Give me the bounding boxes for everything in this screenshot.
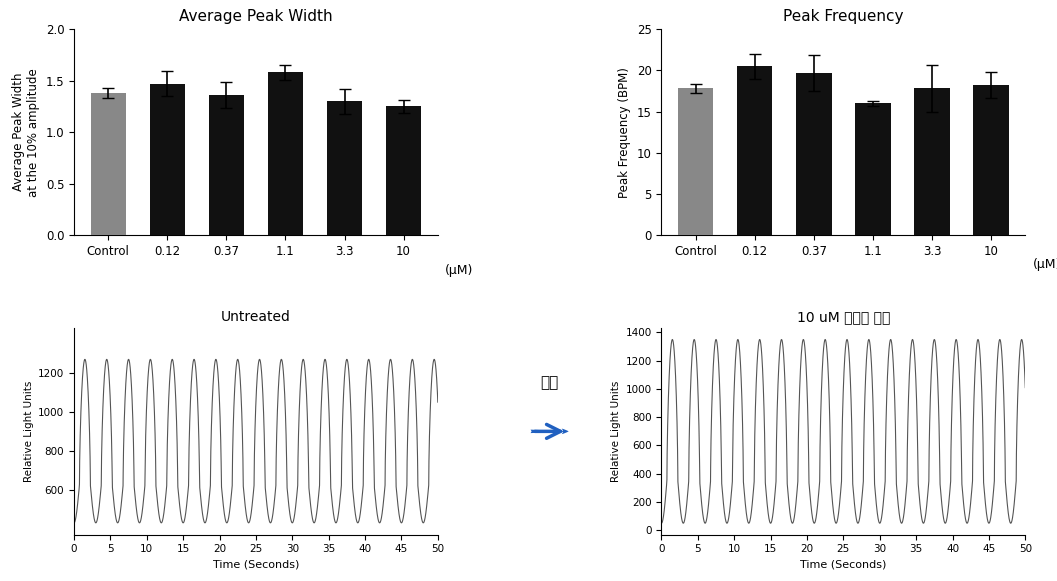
Y-axis label: Relative Light Units: Relative Light Units: [24, 381, 34, 482]
Bar: [267, 73, 303, 235]
X-axis label: Time (Seconds): Time (Seconds): [212, 560, 299, 570]
Title: Average Peak Width: Average Peak Width: [179, 9, 333, 24]
Bar: [327, 101, 363, 235]
Bar: [855, 103, 891, 235]
Y-axis label: Peak Frequency (BPM): Peak Frequency (BPM): [618, 67, 631, 198]
Text: (μM): (μM): [445, 264, 474, 277]
Bar: [91, 93, 126, 235]
Text: (μM): (μM): [1033, 259, 1057, 271]
Bar: [386, 106, 422, 235]
Bar: [914, 88, 949, 235]
Title: Untreated: Untreated: [221, 310, 291, 324]
Title: Peak Frequency: Peak Frequency: [783, 9, 904, 24]
Bar: [737, 66, 773, 235]
Title: 10 uM 생공연 물질: 10 uM 생공연 물질: [797, 310, 890, 324]
Y-axis label: Average Peak Width
at the 10% amplitude: Average Peak Width at the 10% amplitude: [12, 68, 40, 196]
Bar: [796, 73, 832, 235]
Bar: [678, 88, 713, 235]
X-axis label: Time (Seconds): Time (Seconds): [800, 560, 887, 570]
Bar: [208, 95, 244, 235]
Y-axis label: Relative Light Units: Relative Light Units: [611, 381, 622, 482]
Text: 처리: 처리: [540, 375, 559, 390]
Bar: [973, 85, 1008, 235]
Bar: [150, 84, 185, 235]
